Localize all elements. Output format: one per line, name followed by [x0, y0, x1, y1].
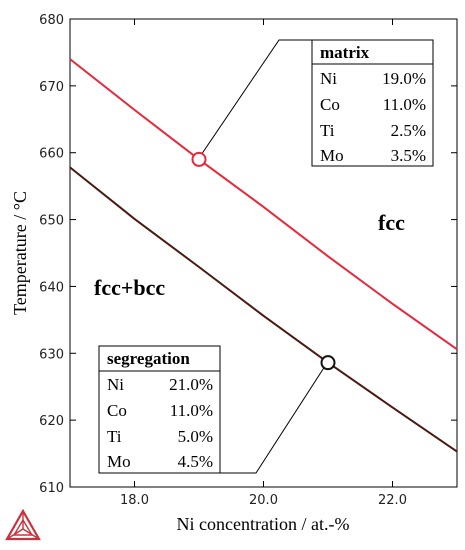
- region-label-fcc-bcc: fcc+bcc: [94, 275, 165, 300]
- matrix-row-value: 11.0%: [383, 95, 426, 114]
- matrix-marker: [191, 151, 207, 167]
- segregation-row-value: 21.0%: [169, 375, 213, 394]
- y-axis-label: Temperature / °C: [10, 191, 30, 315]
- x-tick-label: 20.0: [249, 493, 278, 508]
- x-tick-label: 22.0: [378, 493, 407, 508]
- segregation-row-element: Ni: [107, 375, 124, 394]
- segregation-row-value: 4.5%: [178, 452, 213, 471]
- y-tick-label: 610: [39, 481, 64, 496]
- matrix-leader-line: [196, 39, 312, 162]
- matrix-row-element: Ti: [320, 121, 335, 140]
- segregation-row-element: Co: [107, 401, 127, 420]
- series-line-1: [69, 166, 458, 453]
- segregation-row-value: 5.0%: [178, 427, 213, 446]
- y-tick-label: 640: [39, 280, 64, 295]
- y-tick-label: 650: [39, 214, 64, 229]
- markers-group: [191, 151, 336, 371]
- x-tick-label: 18.0: [120, 493, 149, 508]
- matrix-row-value: 2.5%: [391, 121, 426, 140]
- y-tick-label: 660: [39, 147, 64, 162]
- matrix-row-element: Ni: [320, 69, 337, 88]
- segregation-annotation-box: [98, 345, 221, 474]
- matrix-row-element: Co: [320, 95, 340, 114]
- y-axis-ticks: 610 620 630 640 650 660 670 680: [39, 13, 457, 496]
- matrix-row-value: 3.5%: [391, 146, 426, 165]
- y-tick-label: 630: [39, 347, 64, 362]
- matrix-annotation: matrix Ni 19.0% Co 11.0% Ti 2.5% Mo 3.5%: [311, 39, 434, 167]
- x-axis-ticks: 18.0 20.0 22.0: [120, 19, 407, 508]
- segregation-row-element: Mo: [107, 452, 131, 471]
- segregation-annotation-title: segregation: [107, 349, 190, 368]
- segregation-annotation: segregation Ni 21.0% Co 11.0% Ti 5.0% Mo…: [98, 345, 221, 474]
- thermo-calc-triangle-logo-icon: [5, 508, 41, 541]
- series-line-0: [69, 58, 458, 351]
- segregation-leader-line: [220, 362, 328, 474]
- matrix-row-element: Mo: [320, 146, 344, 165]
- y-tick-label: 670: [39, 80, 64, 95]
- segregation-marker: [320, 355, 336, 371]
- matrix-annotation-box: [311, 39, 434, 167]
- region-label-fcc: fcc: [378, 210, 405, 235]
- matrix-row-value: 19.0%: [382, 69, 426, 88]
- segregation-row-element: Ti: [107, 427, 122, 446]
- x-axis-label: Ni concentration / at.-%: [177, 514, 350, 534]
- segregation-row-value: 11.0%: [170, 401, 213, 420]
- y-tick-label: 620: [39, 414, 64, 429]
- series-group: [69, 58, 458, 453]
- y-tick-label: 680: [39, 13, 64, 28]
- matrix-annotation-title: matrix: [320, 43, 370, 62]
